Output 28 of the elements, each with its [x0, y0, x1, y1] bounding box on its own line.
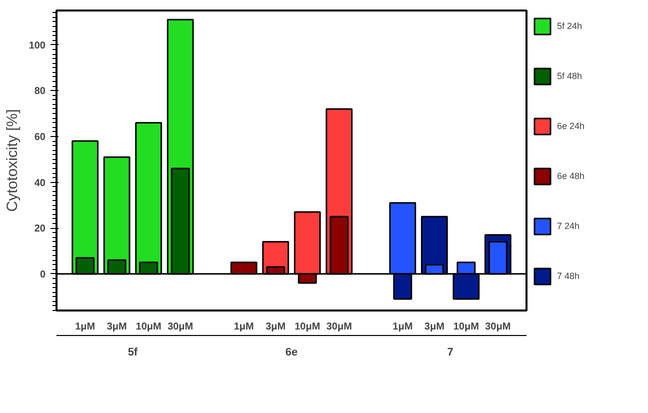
x-tick-label: 1μM: [75, 322, 96, 332]
x-tick-label: 1μM: [234, 322, 254, 332]
y-tick-label: 80: [34, 86, 46, 98]
legend-label: 6e 24h: [557, 121, 585, 131]
text: 7: [447, 346, 454, 358]
y-tick-label: 40: [34, 178, 46, 189]
legend-label: 7 48h: [557, 271, 580, 281]
x-tick-label: 30μM: [168, 322, 194, 332]
legend-label: 5f 48h: [557, 71, 582, 81]
text: 6e: [285, 346, 298, 358]
x-tick-label: 3μM: [424, 322, 444, 332]
x-tick-label: 30μM: [485, 322, 511, 332]
legend-label: 6e 48h: [557, 171, 585, 181]
y-tick-label: 60: [34, 132, 46, 143]
legend-label: 5f 24h: [557, 21, 582, 31]
x-tick-label: 1μM: [392, 322, 413, 332]
legend-label: 7 24h: [557, 221, 580, 231]
x-tick-label: 10μM: [136, 322, 162, 332]
x-tick-label: 30μM: [326, 322, 352, 332]
y-tick-label: 100: [28, 40, 46, 52]
x-tick-label: 3μM: [106, 322, 127, 332]
y-axis-title: Cytotoxicity [%]: [4, 109, 21, 212]
y-tick-label: 20: [34, 224, 46, 235]
x-tick-label: 10μM: [294, 322, 320, 332]
x-tick-label: 10μM: [453, 322, 479, 332]
y-tick-label: 0: [40, 269, 46, 280]
x-tick-label: 3μM: [266, 322, 286, 332]
text: 5f: [128, 346, 138, 358]
